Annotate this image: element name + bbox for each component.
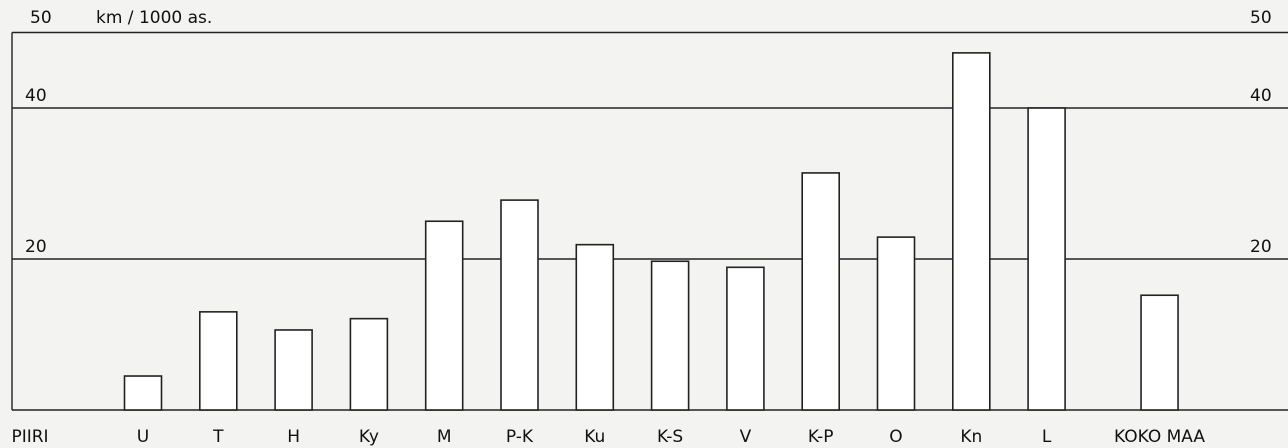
x-tick-label: U (137, 427, 149, 447)
bar (650, 260, 690, 411)
x-tick-label: KOKO MAA (1114, 427, 1205, 447)
y-tick-label: 50 (1250, 8, 1272, 28)
y-tick-label: 50 (30, 8, 52, 28)
x-tick-label: V (740, 427, 752, 447)
bar (1140, 294, 1179, 411)
bar (424, 220, 464, 411)
bar (575, 243, 615, 411)
x-tick-label: L (1042, 427, 1052, 447)
bar (349, 317, 389, 411)
bar (274, 329, 313, 411)
bar (726, 266, 765, 411)
y-tick-label: 20 (25, 237, 47, 257)
bar (123, 375, 163, 411)
bar (801, 172, 841, 411)
x-tick-label: K-S (657, 427, 683, 447)
y-axis-label: km / 1000 as. (96, 8, 212, 28)
y-tick-label: 20 (1250, 237, 1272, 257)
x-axis-label: PIIRI (11, 427, 48, 447)
x-tick-label: M (437, 427, 452, 447)
x-tick-label: H (287, 427, 300, 447)
bar (876, 236, 916, 411)
y-tick-label: 40 (25, 86, 47, 106)
bar (199, 311, 238, 411)
y-tick-label: 40 (1250, 86, 1272, 106)
x-tick-label: Ku (584, 427, 605, 447)
x-tick-label: Ky (359, 427, 379, 447)
bar (1027, 107, 1066, 411)
x-tick-label: K-P (808, 427, 834, 447)
x-tick-label: T (212, 427, 224, 447)
x-tick-label: O (889, 427, 902, 447)
x-tick-label: Kn (960, 427, 982, 447)
bar (951, 52, 991, 411)
bar (500, 199, 539, 411)
x-tick-label: P-K (506, 427, 534, 447)
